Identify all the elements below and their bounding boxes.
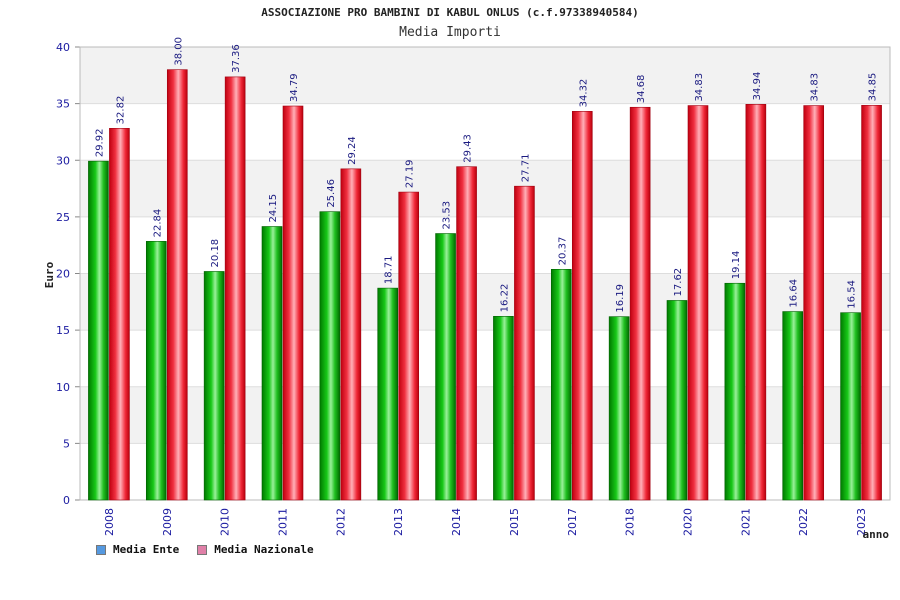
x-tick-label: 2013 xyxy=(392,508,405,536)
data-label: 19.14 xyxy=(731,251,742,280)
grid-band xyxy=(80,160,890,217)
x-tick-label: 2010 xyxy=(219,508,232,536)
bar-ente-2021 xyxy=(724,282,746,501)
data-label: 25.46 xyxy=(326,179,337,208)
y-tick-label: 30 xyxy=(56,154,70,167)
y-tick-label: 20 xyxy=(56,268,70,281)
legend-label-ente: Media Ente xyxy=(113,543,180,556)
bar-nazionale-2013 xyxy=(398,191,420,501)
x-tick-label: 2022 xyxy=(797,508,810,536)
x-tick-label: 2015 xyxy=(508,508,521,536)
bar-nazionale-2010 xyxy=(224,76,246,501)
data-label: 34.79 xyxy=(289,73,300,102)
data-label: 18.71 xyxy=(384,255,395,284)
x-tick-label: 2021 xyxy=(739,508,752,536)
data-label: 16.54 xyxy=(847,280,858,309)
grid-band xyxy=(80,47,890,104)
bar-ente-2010 xyxy=(203,271,225,501)
x-tick-label: 2011 xyxy=(277,508,290,536)
bar-ente-2023 xyxy=(840,312,861,501)
x-axis-title: anno xyxy=(863,528,890,541)
data-label: 29.24 xyxy=(347,136,358,165)
x-tick-label: 2014 xyxy=(450,508,463,536)
data-label: 16.64 xyxy=(789,279,800,308)
data-label: 34.32 xyxy=(578,79,589,108)
y-tick-label: 40 xyxy=(56,41,70,54)
data-label: 34.68 xyxy=(636,75,647,104)
bar-ente-2011 xyxy=(261,226,283,501)
data-label: 16.22 xyxy=(499,284,510,313)
bar-ente-2014 xyxy=(435,233,456,501)
bar-nazionale-2020 xyxy=(687,105,709,501)
bar-nazionale-2014 xyxy=(456,166,477,501)
data-label: 27.19 xyxy=(405,159,416,188)
bar-nazionale-2017 xyxy=(571,111,593,501)
grid-band xyxy=(80,273,890,331)
x-tick-label: 2023 xyxy=(855,508,868,536)
bar-nazionale-2008 xyxy=(109,128,130,501)
bar-ente-2009 xyxy=(145,241,167,501)
legend-label-nazionale: Media Nazionale xyxy=(214,543,314,556)
bar-ente-2020 xyxy=(666,300,688,501)
data-label: 23.53 xyxy=(442,201,453,230)
y-tick-label: 15 xyxy=(56,324,70,337)
bar-nazionale-2011 xyxy=(282,105,304,501)
x-tick-label: 2018 xyxy=(624,508,637,536)
data-label: 27.71 xyxy=(520,154,531,183)
data-label: 32.82 xyxy=(115,96,126,125)
data-label: 29.92 xyxy=(94,129,105,158)
x-tick-label: 2017 xyxy=(566,508,579,536)
plot-frame xyxy=(79,46,891,501)
bar-nazionale-2009 xyxy=(166,69,188,501)
data-label: 34.83 xyxy=(694,73,705,102)
bar-ente-2017 xyxy=(550,269,572,501)
grid-band xyxy=(80,386,890,444)
data-label: 24.15 xyxy=(268,194,279,223)
y-tick-label: 10 xyxy=(56,381,70,394)
data-label: 34.94 xyxy=(752,72,763,101)
data-label: 22.84 xyxy=(152,209,163,238)
bar-nazionale-2012 xyxy=(340,168,362,501)
data-label: 37.36 xyxy=(231,44,242,73)
data-label: 29.43 xyxy=(463,134,474,163)
data-label: 16.19 xyxy=(615,284,626,313)
x-tick-label: 2008 xyxy=(103,508,116,536)
y-tick-label: 35 xyxy=(56,98,70,111)
bar-nazionale-2023 xyxy=(861,105,882,501)
data-label: 34.85 xyxy=(868,73,879,102)
bar-ente-2018 xyxy=(608,316,630,501)
legend-item-ente: Media Ente xyxy=(96,543,179,556)
x-tick-label: 2020 xyxy=(682,508,695,536)
bar-ente-2012 xyxy=(319,211,341,501)
data-label: 17.62 xyxy=(673,268,684,297)
data-label: 38.00 xyxy=(173,37,184,66)
data-label: 34.83 xyxy=(810,73,821,102)
x-tick-label: 2012 xyxy=(334,508,347,536)
bar-nazionale-2015 xyxy=(514,185,535,501)
x-tick-label: 2009 xyxy=(161,508,174,536)
data-label: 20.18 xyxy=(210,239,221,268)
bar-ente-2013 xyxy=(377,287,399,501)
bar-nazionale-2022 xyxy=(803,105,825,501)
bar-ente-2008 xyxy=(88,160,109,501)
y-tick-label: 25 xyxy=(56,211,70,224)
data-label: 20.37 xyxy=(557,237,568,266)
bar-nazionale-2018 xyxy=(629,106,651,501)
chart-title: ASSOCIAZIONE PRO BAMBINI DI KABUL ONLUS … xyxy=(261,6,639,19)
y-tick-label: 0 xyxy=(63,494,70,507)
bar-nazionale-2021 xyxy=(745,104,767,501)
chart-legend: Media Ente Media Nazionale xyxy=(96,543,314,556)
legend-swatch-nazionale xyxy=(197,544,208,555)
bar-ente-2022 xyxy=(782,311,804,501)
bar-ente-2015 xyxy=(493,316,514,501)
legend-swatch-ente xyxy=(96,544,106,555)
chart-subtitle: Media Importi xyxy=(399,25,501,40)
y-tick-label: 5 xyxy=(63,437,70,450)
legend-item-nazionale: Media Nazionale xyxy=(197,543,314,556)
y-axis-title: Euro xyxy=(43,261,56,288)
